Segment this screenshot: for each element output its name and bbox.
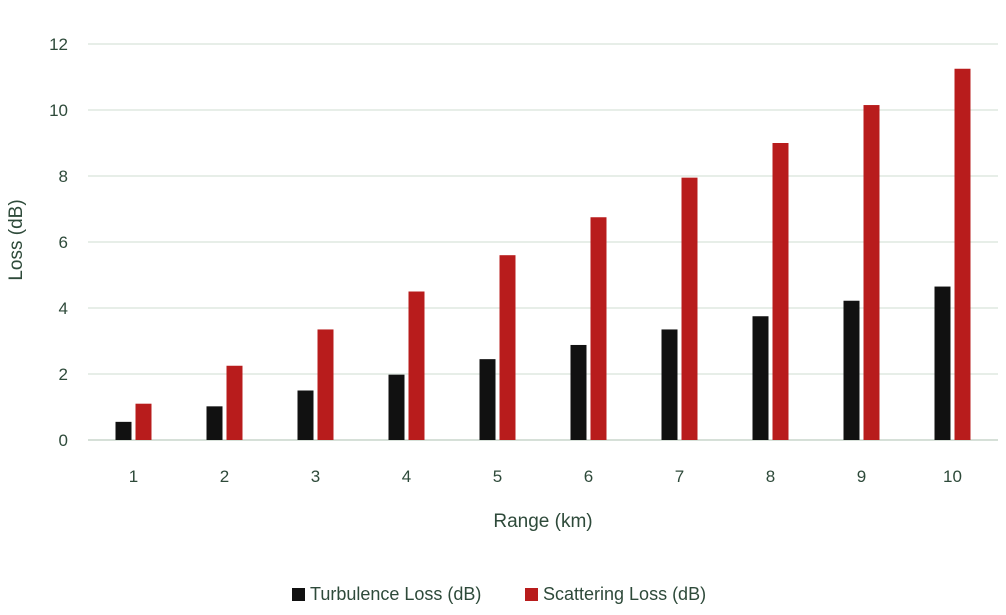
- x-tick-label: 10: [943, 467, 962, 486]
- y-tick-label: 8: [59, 167, 68, 186]
- x-tick-label: 9: [857, 467, 866, 486]
- turbulence-bar: [752, 316, 769, 440]
- x-tick-label: 2: [220, 467, 229, 486]
- y-tick-label: 0: [59, 431, 68, 450]
- scattering-bar: [590, 217, 607, 440]
- scattering-bar: [317, 329, 334, 440]
- turbulence-bar: [479, 359, 496, 440]
- bars: [115, 68, 971, 441]
- scattering-bar: [954, 68, 971, 440]
- turbulence-bar: [115, 421, 132, 440]
- turbulence-bar: [388, 374, 405, 440]
- turbulence-bar: [297, 390, 314, 440]
- y-tick-label: 12: [49, 35, 68, 54]
- turbulence-bar: [934, 286, 951, 440]
- scattering-bar: [135, 403, 152, 440]
- legend: Turbulence Loss (dB) Scattering Loss (dB): [292, 584, 706, 604]
- x-tick-label: 1: [129, 467, 138, 486]
- x-tick-label: 4: [402, 467, 411, 486]
- y-tick-label: 10: [49, 101, 68, 120]
- scattering-bar: [408, 291, 425, 440]
- legend-swatch-scattering: [525, 588, 538, 601]
- y-tick-label: 6: [59, 233, 68, 252]
- turbulence-bar: [570, 344, 587, 440]
- turbulence-bar: [661, 329, 678, 440]
- y-tick-label: 4: [59, 299, 68, 318]
- turbulence-bar: [206, 406, 223, 440]
- legend-swatch-turbulence: [292, 588, 305, 601]
- legend-item-turbulence-label: Turbulence Loss (dB): [310, 584, 481, 604]
- x-axis-title: Range (km): [493, 511, 592, 532]
- gridlines: [88, 43, 998, 441]
- x-tick-label: 6: [584, 467, 593, 486]
- x-tick-label: 5: [493, 467, 502, 486]
- legend-item-scattering-label: Scattering Loss (dB): [543, 584, 706, 604]
- scattering-bar: [681, 177, 698, 440]
- y-tick-label: 2: [59, 365, 68, 384]
- x-tick-label: 3: [311, 467, 320, 486]
- scattering-bar: [499, 255, 516, 440]
- scattering-bar: [226, 365, 243, 440]
- y-axis-title: Loss (dB): [6, 199, 27, 280]
- turbulence-bar: [843, 300, 860, 440]
- y-axis-ticks: 0 2 4 6 8 10 12: [49, 35, 68, 450]
- scattering-bar: [863, 105, 880, 441]
- scattering-bar: [772, 143, 789, 440]
- x-tick-label: 8: [766, 467, 775, 486]
- x-axis: 1 2 3 4 5 6 7 8 9 10: [129, 467, 962, 486]
- x-tick-label: 7: [675, 467, 684, 486]
